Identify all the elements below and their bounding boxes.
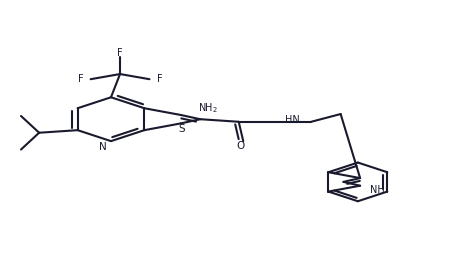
Text: NH: NH — [370, 184, 385, 195]
Text: F: F — [117, 48, 123, 58]
Text: N: N — [99, 142, 107, 152]
Text: O: O — [237, 141, 245, 151]
Text: NH$_2$: NH$_2$ — [198, 102, 218, 116]
Text: F: F — [157, 74, 162, 84]
Text: S: S — [178, 124, 185, 134]
Text: F: F — [78, 74, 83, 84]
Text: HN: HN — [285, 116, 300, 125]
